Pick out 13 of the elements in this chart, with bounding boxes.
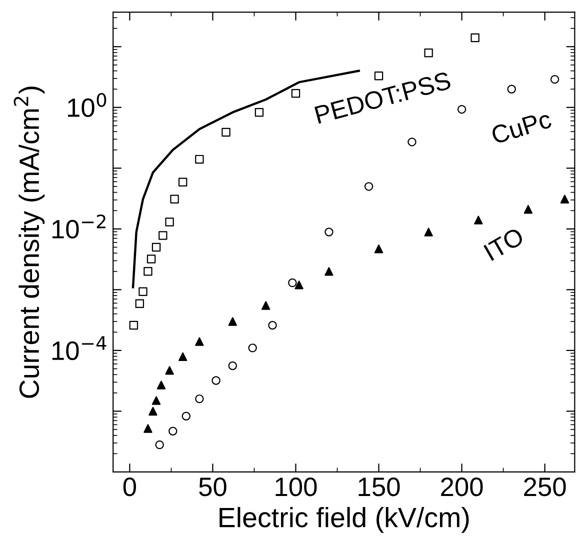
y-axis-title: Current density (mA/cm$^{2}$) bbox=[14, 86, 45, 398]
y-tick-label: 10$^{−2}$ bbox=[52, 214, 106, 239]
x-tick-label: 200 bbox=[441, 478, 483, 496]
x-tick-label: 250 bbox=[524, 478, 566, 496]
x-axis-title: Electric field (kV/cm) bbox=[220, 506, 469, 533]
legend-label: ITO bbox=[483, 226, 525, 262]
x-tick-label: 150 bbox=[358, 478, 400, 496]
x-tick-label: 100 bbox=[276, 478, 317, 496]
y-tick-label: 10$^{−4}$ bbox=[52, 336, 106, 360]
x-tick-label: 0 bbox=[123, 478, 136, 496]
x-tick-label: 50 bbox=[199, 478, 226, 496]
legend-label: CuPc bbox=[490, 110, 552, 144]
y-tick-label: 10$^{0}$ bbox=[68, 92, 106, 118]
